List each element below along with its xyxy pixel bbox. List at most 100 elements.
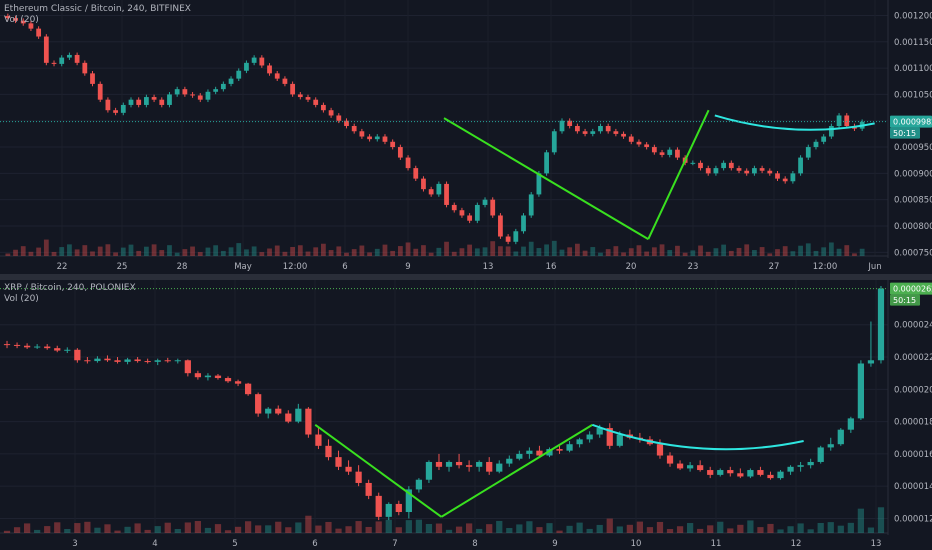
- xrp-volume-bar: [214, 524, 222, 533]
- xrp-volume-bar: [556, 530, 563, 533]
- xrp-y-tick-label: 0.00001400: [894, 482, 932, 492]
- etc-countdown-text: 50:15: [893, 129, 916, 138]
- etc-volume-bar: [467, 244, 473, 256]
- xrp-volume-bar: [435, 523, 443, 533]
- xrp-btc-chart-canvas[interactable]: 0.00002400 0.00002200 0.00002000 0.00001800…: [0, 280, 932, 550]
- xrp-volume-bar: [204, 527, 212, 533]
- etc-volume-bar: [451, 251, 457, 256]
- etc-volume-bar: [305, 251, 311, 256]
- etc-candle-body: [36, 28, 42, 37]
- xrp-candle-body: [285, 413, 292, 422]
- xrp-candle-body: [606, 428, 613, 446]
- etc-volume-bar: [28, 251, 34, 256]
- xrp-volume-bar: [345, 526, 352, 533]
- etc-x-tick-label: Jun: [867, 262, 881, 272]
- xrp-candle-body: [717, 470, 724, 475]
- etc-rounding-arc: [714, 114, 875, 131]
- xrp-volume-bar: [847, 522, 854, 533]
- xrp-price-tag-text: 0.00002624: [893, 285, 932, 294]
- etc-candle-body: [90, 73, 95, 84]
- xrp-volume-bar: [184, 522, 191, 533]
- etc-candle-body: [813, 141, 819, 148]
- etc-volume-bar: [828, 242, 834, 256]
- xrp-candle-body: [325, 445, 332, 458]
- xrp-x-tick-label: 4: [152, 539, 157, 549]
- etc-volume-bar: [97, 246, 103, 256]
- xrp-volume-bar: [3, 530, 11, 533]
- etc-candle-body: [582, 131, 588, 134]
- xrp-volume-bar: [717, 521, 724, 533]
- xrp-btc-chart-panel[interactable]: 0.00002400 0.00002200 0.00002000 0.00001800…: [0, 280, 932, 550]
- xrp-volume-bar: [867, 527, 875, 533]
- etc-volume-bar: [159, 250, 165, 256]
- xrp-volume-bar: [144, 529, 151, 533]
- etc-volume-bar: [5, 253, 11, 256]
- etc-candle-body: [328, 110, 334, 116]
- xrp-volume-bar: [74, 523, 81, 533]
- etc-candle-body: [513, 231, 519, 242]
- xrp-candle-body: [335, 457, 342, 467]
- etc-volume-bar: [182, 249, 188, 256]
- xrp-x-tick-label: 7: [392, 539, 397, 549]
- xrp-candle-body: [385, 503, 392, 517]
- panel-divider[interactable]: [0, 274, 932, 280]
- xrp-candle-body: [445, 461, 453, 467]
- etc-btc-volume-indicator: Vol (20): [4, 15, 39, 25]
- xrp-candle-body: [174, 360, 181, 362]
- etc-candle-body: [390, 141, 396, 148]
- etc-candle-body: [236, 70, 242, 79]
- etc-candle-body: [197, 95, 203, 100]
- xrp-candle-body: [566, 444, 573, 451]
- etc-x-tick-label: 16: [546, 262, 557, 272]
- etc-volume-bar: [328, 250, 334, 256]
- xrp-volume-bar: [747, 520, 754, 533]
- etc-candle-body: [282, 78, 288, 84]
- xrp-candle-body: [144, 361, 151, 363]
- etc-volume-bar: [474, 248, 480, 256]
- etc-x-tick-label: 12:00: [813, 262, 838, 272]
- xrp-volume-bar: [626, 524, 633, 533]
- etc-volume-bar: [120, 247, 126, 256]
- etc-volume-bar: [413, 248, 419, 256]
- etc-volume-bar: [344, 252, 349, 256]
- xrp-volume-bar: [224, 530, 232, 533]
- xrp-candle-body: [305, 408, 312, 435]
- etc-candle-body: [721, 162, 727, 169]
- xrp-volume-bar: [787, 526, 794, 533]
- xrp-volume-bar: [777, 529, 784, 533]
- etc-candle-body: [598, 126, 603, 132]
- etc-volume-bar: [167, 245, 172, 256]
- etc-candle-body: [551, 131, 557, 153]
- etc-candle-body: [190, 94, 195, 96]
- etc-candle-body: [74, 54, 80, 63]
- etc-volume-bar: [151, 244, 157, 256]
- etc-candle-body: [220, 83, 226, 90]
- etc-candle-body: [544, 152, 549, 174]
- etc-volume-bar: [759, 247, 765, 256]
- xrp-volume-bar: [757, 527, 764, 533]
- xrp-volume-bar: [295, 522, 302, 533]
- etc-volume-bar: [113, 252, 118, 256]
- xrp-candle-body: [506, 458, 513, 464]
- xrp-volume-bar: [425, 523, 433, 533]
- etc-candle-body: [828, 126, 834, 137]
- xrp-volume-bar: [767, 523, 774, 533]
- etc-volume-bar: [775, 249, 780, 256]
- xrp-candle-body: [847, 418, 854, 430]
- xrp-volume-bar: [315, 525, 322, 533]
- etc-volume-bar: [659, 244, 665, 256]
- etc-candle-body: [667, 149, 673, 155]
- etc-volume-bar: [51, 251, 57, 256]
- etc-btc-chart-header: Ethereum Classic / Bitcoin, 240, BITFINE…: [4, 4, 191, 14]
- etc-volume-bar: [844, 245, 850, 256]
- xrp-x-tick-label: 10: [631, 539, 642, 549]
- xrp-x-tick-label: 5: [232, 539, 237, 549]
- etc-volume-bar: [36, 247, 42, 256]
- etc-candle-body: [713, 168, 719, 174]
- etc-volume-bar: [567, 247, 573, 256]
- xrp-volume-bar: [265, 525, 272, 533]
